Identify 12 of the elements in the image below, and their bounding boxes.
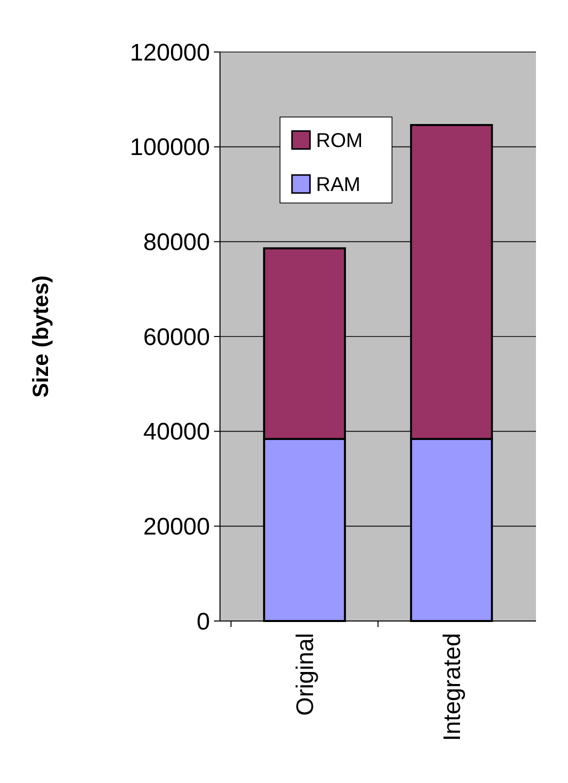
legend-label: ROM	[316, 130, 363, 152]
y-tick-label: 80000	[143, 229, 210, 256]
x-tick-label: Original	[292, 633, 319, 716]
x-tick-label: Integrated	[438, 633, 466, 742]
y-tick-label: 120000	[130, 39, 210, 66]
y-tick-label: 40000	[143, 418, 210, 446]
y-axis-title: Size (bytes)	[28, 275, 53, 398]
y-tick-label: 20000	[143, 514, 210, 541]
y-tick-label: 60000	[143, 324, 210, 351]
y-tick-label: 0	[196, 608, 210, 636]
legend-label: RAM	[316, 174, 360, 196]
y-tick-label: 100000	[130, 134, 210, 162]
